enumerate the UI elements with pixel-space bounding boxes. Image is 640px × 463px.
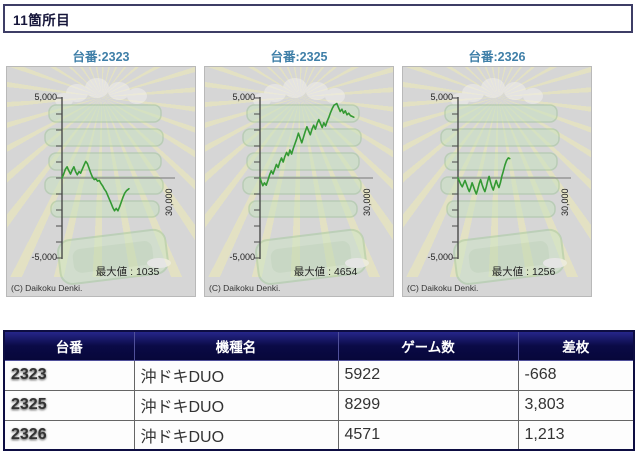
chart-block-2326: 台番:2326 xyxy=(402,44,592,297)
chart-block-2323: 台番:2323 xyxy=(6,44,196,297)
y-axis-min-label: -5,000 xyxy=(229,252,255,262)
machine-watermark xyxy=(440,78,567,285)
diff-cell: -668 xyxy=(517,359,635,391)
slump-graph-panel: 5,000 -5,000 30,000 最大値 : 1035 (C) Daiko… xyxy=(6,66,196,297)
page: 11箇所目 台番:2323 xyxy=(0,4,640,451)
daiban-cell: 2323 xyxy=(3,359,135,391)
diff-cell: 1,213 xyxy=(517,419,635,451)
max-value-label: 最大値 : 4654 xyxy=(293,266,358,278)
y-axis-min-label: -5,000 xyxy=(427,252,453,262)
games-cell: 5922 xyxy=(337,359,519,391)
games-cell: 4571 xyxy=(337,419,519,451)
table-row: 2323 沖ドキDUO 5922 -668 xyxy=(3,359,635,391)
max-value-label: 最大値 : 1035 xyxy=(95,266,160,278)
header-games: ゲーム数 xyxy=(337,330,519,361)
section-header: 11箇所目 xyxy=(3,4,633,33)
charts-row: 台番:2323 xyxy=(6,44,640,297)
header-daiban: 台番 xyxy=(3,330,135,361)
games-cell: 8299 xyxy=(337,389,519,421)
line-chart xyxy=(56,97,175,259)
x-axis-end-label: 30,000 xyxy=(362,188,372,216)
chart-title: 台番:2326 xyxy=(468,49,526,64)
x-axis-end-label: 30,000 xyxy=(560,188,570,216)
header-diff: 差枚 xyxy=(517,330,635,361)
line-chart xyxy=(452,97,571,259)
y-axis-min-label: -5,000 xyxy=(31,252,57,262)
slump-graph-panel: 5,000 -5,000 30,000 最大値 : 1256 (C) Daiko… xyxy=(402,66,592,297)
y-axis-max-label: 5,000 xyxy=(34,92,57,102)
table-header-row: 台番 機種名 ゲーム数 差枚 xyxy=(3,330,635,361)
x-axis-end-label: 30,000 xyxy=(164,188,174,216)
line-chart xyxy=(254,97,373,259)
max-value-label: 最大値 : 1256 xyxy=(491,266,556,278)
chart-title: 台番:2325 xyxy=(270,49,328,64)
model-cell: 沖ドキDUO xyxy=(133,359,339,391)
machine-watermark xyxy=(242,78,369,285)
model-cell: 沖ドキDUO xyxy=(133,389,339,421)
daiban-cell: 2325 xyxy=(3,389,135,421)
copyright-label: (C) Daikoku Denki. xyxy=(209,283,281,293)
chart-block-2325: 台番:2325 xyxy=(204,44,394,297)
copyright-label: (C) Daikoku Denki. xyxy=(407,283,479,293)
table-row: 2326 沖ドキDUO 4571 1,213 xyxy=(3,419,635,451)
copyright-label: (C) Daikoku Denki. xyxy=(11,283,83,293)
results-table: 台番 機種名 ゲーム数 差枚 2323 沖ドキDUO 5922 -668 232… xyxy=(3,330,635,451)
table-row: 2325 沖ドキDUO 8299 3,803 xyxy=(3,389,635,421)
chart-title: 台番:2323 xyxy=(72,49,130,64)
y-axis-max-label: 5,000 xyxy=(232,92,255,102)
slump-graph-panel: 5,000 -5,000 30,000 最大値 : 4654 (C) Daiko… xyxy=(204,66,394,297)
daiban-cell: 2326 xyxy=(3,419,135,451)
diff-cell: 3,803 xyxy=(517,389,635,421)
model-cell: 沖ドキDUO xyxy=(133,419,339,451)
page-title: 11箇所目 xyxy=(13,12,71,28)
header-model: 機種名 xyxy=(133,330,339,361)
y-axis-max-label: 5,000 xyxy=(430,92,453,102)
machine-watermark xyxy=(44,78,171,285)
